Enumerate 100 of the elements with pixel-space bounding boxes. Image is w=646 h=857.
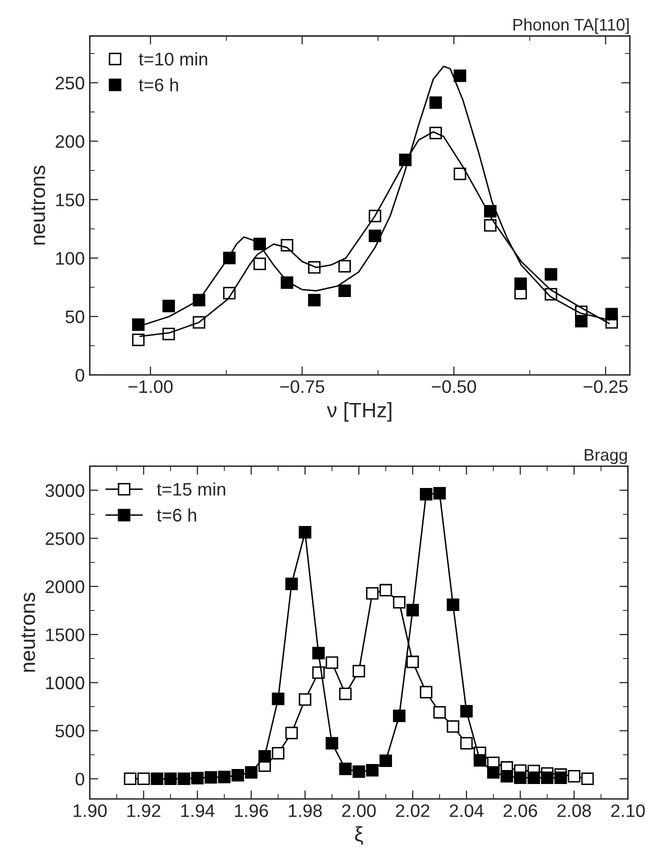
legend-label: t=10 min (138, 52, 208, 66)
point (132, 334, 145, 346)
point (164, 772, 177, 786)
point (298, 526, 312, 539)
point (554, 771, 567, 784)
point (272, 692, 284, 706)
point (366, 587, 379, 600)
point (568, 770, 580, 783)
point (484, 219, 497, 232)
x-tick-label: 1.90 (74, 804, 107, 818)
point (204, 771, 218, 784)
point (162, 300, 175, 312)
point (339, 762, 352, 776)
point (500, 770, 514, 783)
x-tick-label: 1.98 (288, 804, 322, 818)
point (298, 693, 312, 706)
point (575, 314, 588, 328)
y-tick-label: 1500 (46, 628, 84, 642)
y-tick-label: 250 (56, 76, 84, 90)
x-tick-label: 2.02 (396, 804, 430, 818)
point (272, 746, 284, 760)
x-tick-label: −0.25 (584, 380, 628, 394)
point (308, 294, 321, 306)
x-tick-label: 1.92 (127, 804, 160, 818)
point (514, 278, 527, 290)
point (244, 766, 258, 779)
point (285, 578, 298, 590)
point (581, 772, 594, 786)
point (258, 750, 271, 763)
x-tick-label: 2.08 (557, 804, 591, 818)
point (380, 754, 392, 767)
x-tick-label: 2.00 (342, 804, 376, 818)
point (454, 69, 466, 82)
point (352, 664, 366, 678)
point (178, 772, 190, 786)
point (339, 688, 352, 700)
y-tick-label: 3000 (45, 484, 84, 497)
point (605, 308, 618, 320)
point (392, 596, 406, 609)
point (150, 772, 164, 786)
point (124, 772, 136, 786)
point (446, 720, 460, 733)
point (454, 168, 466, 180)
point (232, 768, 244, 782)
point (433, 486, 446, 500)
y-tick-label: 200 (56, 135, 84, 148)
y-tick-label: 0 (76, 772, 84, 786)
point (406, 656, 419, 668)
point (352, 765, 366, 778)
y-tick-label: 2500 (46, 532, 84, 546)
chart-title: Phonon TA[110] (514, 18, 629, 34)
point (338, 260, 351, 272)
y-tick-label: 1000 (46, 676, 84, 690)
point (137, 772, 150, 786)
point (392, 710, 406, 722)
point (218, 770, 231, 784)
point (326, 737, 338, 750)
point (366, 764, 379, 776)
point (474, 754, 486, 767)
chart-title: Bragg (584, 449, 627, 464)
y-tick-label: 500 (56, 724, 84, 738)
point (514, 771, 527, 784)
y-axis-title: neutrons (31, 166, 46, 245)
y-tick-label: 2000 (46, 580, 84, 594)
point (406, 604, 419, 616)
point (253, 258, 266, 270)
x-tick-label: −0.50 (432, 380, 476, 394)
point (312, 646, 325, 660)
y-tick-label: 150 (56, 194, 84, 206)
point (544, 268, 558, 281)
x-tick-label: −1.00 (128, 380, 173, 394)
point (527, 771, 540, 784)
point (380, 584, 392, 596)
legend-label: t=6 h (138, 78, 178, 92)
x-tick-label: 1.94 (181, 804, 214, 818)
point (420, 686, 432, 698)
point (446, 598, 460, 611)
y-tick-label: 0 (76, 368, 84, 382)
point (460, 737, 473, 750)
legend-label: t=6 h (156, 508, 196, 522)
x-tick-label: 2.04 (450, 804, 484, 818)
point (487, 766, 500, 779)
y-axis-title: neutrons (21, 592, 36, 672)
point (420, 488, 432, 501)
x-tick-label: −0.75 (280, 380, 324, 394)
point (368, 230, 382, 242)
point (429, 96, 442, 109)
point (433, 706, 446, 719)
x-axis-title: ξ (355, 826, 364, 845)
y-tick-label: 50 (66, 310, 84, 324)
point (191, 772, 204, 784)
legend-label: t=15 min (156, 482, 226, 496)
point (460, 705, 473, 718)
y-tick-label: 100 (56, 252, 84, 265)
point (326, 656, 338, 669)
x-tick-label: 2.10 (611, 804, 645, 818)
x-tick-label: 2.06 (504, 804, 538, 818)
x-tick-label: 1.96 (235, 804, 268, 818)
point (285, 726, 298, 740)
point (540, 771, 554, 784)
